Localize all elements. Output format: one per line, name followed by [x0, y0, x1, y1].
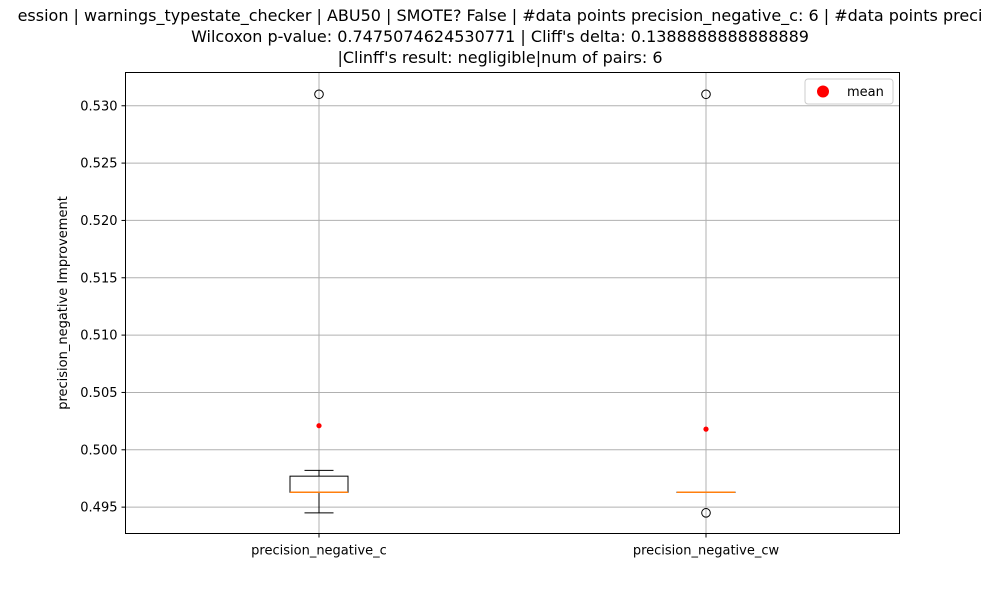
legend: mean — [804, 78, 894, 105]
legend-mean-marker — [817, 85, 829, 98]
box-group-precision_negative_c — [289, 89, 349, 514]
mean-marker — [703, 426, 709, 432]
y-tick-label: 0.515 — [80, 271, 117, 286]
y-tick-label: 0.500 — [80, 443, 117, 458]
legend-mean-label: mean — [847, 85, 884, 100]
tick-layer: 0.495 0.500 0.505 0.510 0.515 0.520 0.525 0.530… — [80, 99, 779, 558]
y-tick-label: 0.520 — [80, 214, 117, 229]
outlier-point — [314, 89, 324, 100]
y-tick-label: 0.530 — [80, 99, 117, 114]
y-tick-label: 0.505 — [80, 386, 117, 401]
outlier-point — [701, 508, 711, 518]
plot-frame — [125, 72, 900, 534]
box-layer — [289, 89, 736, 518]
y-tick-label: 0.495 — [80, 501, 117, 516]
chart-title-line-3: |Clinff's result: negligible|num of pair… — [337, 48, 663, 67]
y-tick-label: 0.525 — [80, 157, 117, 172]
legend-box — [804, 78, 894, 105]
y-tick-label: 0.510 — [80, 329, 117, 344]
x-tick-label: precision_negative_c — [251, 544, 387, 559]
y-axis-label: precision_negative Improvement — [56, 196, 71, 410]
grid-layer — [125, 72, 900, 534]
outlier-point — [701, 89, 711, 100]
chart-title-line-2: Wilcoxon p-value: 0.7475074624530771 | C… — [191, 27, 809, 46]
x-tick-label: precision_negative_cw — [633, 544, 780, 559]
mean-marker — [316, 423, 322, 429]
box-group-precision_negative_cw — [676, 89, 736, 518]
chart-title-line-1: ession | warnings_typestate_checker | AB… — [17, 6, 983, 25]
